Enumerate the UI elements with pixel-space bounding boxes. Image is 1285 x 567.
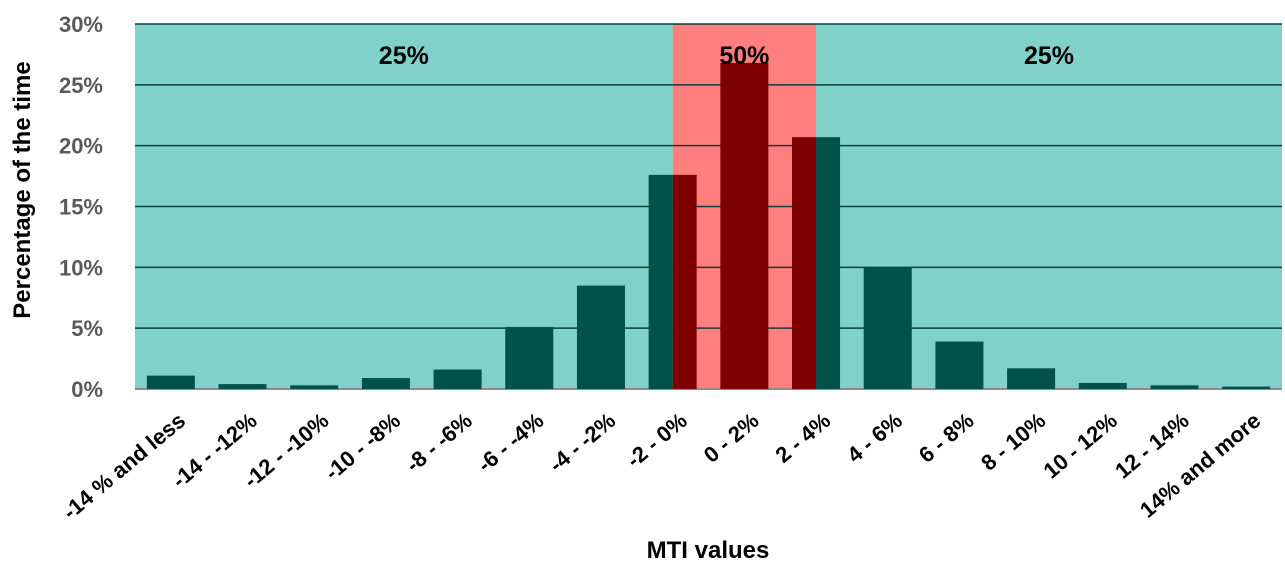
bar <box>1078 382 1127 389</box>
band-label: 25% <box>379 42 429 70</box>
x-tick-label: 0 - 2% <box>699 408 764 468</box>
y-tick-label: 15% <box>59 195 103 220</box>
bar <box>672 174 697 389</box>
bar <box>720 62 769 389</box>
bar <box>361 378 410 389</box>
bar <box>1150 385 1199 389</box>
band-label: 25% <box>1024 42 1074 70</box>
bar <box>218 384 267 389</box>
y-tick-label: 25% <box>59 73 103 98</box>
x-tick-label: 6 - 8% <box>914 408 979 468</box>
bar <box>863 267 912 389</box>
band-labels: 25% 50% 25% <box>379 42 1074 70</box>
x-tick-label: 2 - 4% <box>770 408 835 468</box>
x-tick-label: -14 % and less <box>58 408 190 525</box>
x-tick-label: -2 - 0% <box>621 408 691 473</box>
bar <box>1222 386 1271 389</box>
bar <box>576 285 625 389</box>
y-tick-label: 30% <box>59 12 103 37</box>
y-tick-label: 10% <box>59 255 103 280</box>
bars <box>146 62 1271 389</box>
bar <box>290 385 339 389</box>
x-axis-ticks: -14 % and less-14 - -12%-12 - -10%-10 - … <box>58 408 1266 525</box>
bar <box>792 137 817 389</box>
x-axis-title: MTI values <box>647 537 770 564</box>
band-label: 50% <box>719 42 769 70</box>
bar <box>816 137 841 389</box>
y-tick-label: 5% <box>71 316 103 341</box>
bar <box>433 369 482 389</box>
bar <box>146 375 195 389</box>
y-tick-label: 20% <box>59 134 103 159</box>
x-tick-label: -4 - -2% <box>544 408 620 477</box>
y-tick-label: 0% <box>71 377 103 402</box>
x-tick-label: -6 - -4% <box>472 408 548 477</box>
x-tick-label: -10 - -8% <box>320 408 405 485</box>
bar <box>505 326 554 389</box>
x-tick-label: 4 - 6% <box>842 408 907 468</box>
bar <box>648 174 673 389</box>
y-axis-title: Percentage of the time <box>9 61 36 318</box>
y-axis-ticks: 0% 5% 10% 15% 20% 25% 30% <box>59 12 103 402</box>
x-tick-label: 14% and more <box>1135 408 1265 523</box>
x-tick-label: -8 - -6% <box>401 408 477 477</box>
bar <box>935 341 984 389</box>
bar <box>1007 368 1056 389</box>
x-tick-label: 10 - 12% <box>1038 408 1122 484</box>
